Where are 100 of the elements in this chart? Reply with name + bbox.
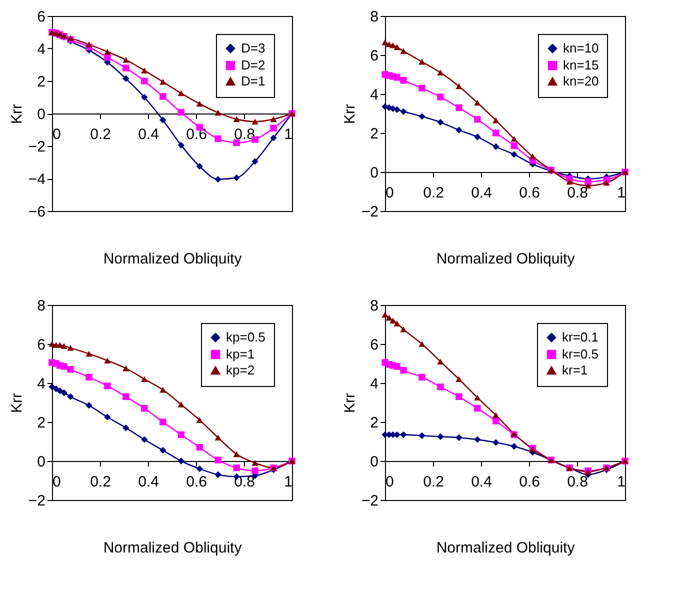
point xyxy=(270,134,277,142)
point xyxy=(394,106,400,113)
x-tick-label: 0.8 xyxy=(234,126,255,143)
point xyxy=(394,363,400,370)
point xyxy=(196,162,203,170)
point xyxy=(122,424,130,432)
y-tick-label: 2 xyxy=(37,74,46,90)
point xyxy=(104,54,111,61)
point xyxy=(196,100,203,107)
point xyxy=(160,418,166,426)
point xyxy=(160,386,166,393)
x-tick-label: 0.6 xyxy=(186,474,207,490)
point xyxy=(492,117,500,124)
point xyxy=(474,100,481,106)
legend-label: D=2 xyxy=(241,58,266,72)
legend-label: D=3 xyxy=(241,40,266,56)
point xyxy=(122,64,130,72)
point xyxy=(566,178,573,185)
x-axis-title: Normalized Obliquity xyxy=(436,540,576,556)
point xyxy=(214,176,222,183)
point xyxy=(510,142,518,150)
x-tick-label: 0.6 xyxy=(519,184,540,202)
point xyxy=(437,118,444,126)
y-tick-label: 6 xyxy=(370,48,378,64)
point xyxy=(390,42,396,48)
point xyxy=(104,48,111,55)
point xyxy=(456,83,462,90)
point xyxy=(122,365,130,372)
point xyxy=(474,116,481,123)
point xyxy=(178,109,184,116)
point xyxy=(60,343,68,349)
point xyxy=(456,434,462,441)
y-axis-title: Krr xyxy=(8,393,26,413)
y-tick-label: −4 xyxy=(28,171,46,188)
legend-label: D=1 xyxy=(241,74,266,88)
y-tick-label: 6 xyxy=(370,336,378,354)
point xyxy=(418,341,426,347)
y-tick-label: 6 xyxy=(37,336,46,354)
point xyxy=(418,58,426,65)
point xyxy=(437,358,444,364)
point xyxy=(196,465,203,472)
point xyxy=(67,393,74,400)
point xyxy=(233,174,240,182)
point xyxy=(196,417,203,423)
point xyxy=(141,78,148,84)
point xyxy=(418,432,426,440)
point xyxy=(529,153,536,160)
legend-label: kp=1 xyxy=(226,346,255,362)
point xyxy=(492,130,500,136)
point xyxy=(437,384,444,390)
y-axis-title: Krr xyxy=(341,104,358,124)
point xyxy=(67,366,74,373)
point xyxy=(67,344,74,351)
y-tick-label: 6 xyxy=(37,8,46,26)
point xyxy=(214,434,222,441)
x-tick-label: 0.2 xyxy=(423,474,444,490)
legend-label: kr=1 xyxy=(562,362,588,378)
legend-label: kn=10 xyxy=(563,40,599,56)
point xyxy=(400,326,407,332)
point xyxy=(386,314,392,321)
y-tick-label: 0 xyxy=(37,106,46,123)
x-axis-title: Normalized Obliquity xyxy=(103,250,242,268)
point xyxy=(160,93,166,100)
y-tick-label: 0 xyxy=(37,454,46,470)
point xyxy=(86,42,92,48)
y-tick-label: 0 xyxy=(370,454,378,470)
point xyxy=(400,76,407,84)
point xyxy=(492,418,500,424)
point xyxy=(474,404,481,412)
y-tick-label: 8 xyxy=(370,298,378,314)
point xyxy=(104,414,111,420)
point xyxy=(160,116,166,124)
point xyxy=(178,431,184,438)
x-tick-label: 1 xyxy=(617,474,626,490)
x-tick-label: 0.2 xyxy=(423,184,444,202)
point xyxy=(178,142,184,149)
y-tick-label: 2 xyxy=(37,414,46,432)
y-tick-label: −2 xyxy=(28,492,46,510)
point xyxy=(86,350,92,357)
point xyxy=(603,180,610,186)
point xyxy=(394,74,400,81)
y-axis-title: Krr xyxy=(341,393,358,413)
point xyxy=(122,75,130,82)
point xyxy=(510,151,518,158)
x-tick-label: 1 xyxy=(284,126,292,143)
x-tick-label: 0.8 xyxy=(567,474,588,490)
y-tick-label: −6 xyxy=(28,204,46,220)
point xyxy=(233,451,240,458)
y-tick-label: 8 xyxy=(37,298,46,314)
point xyxy=(394,44,400,50)
y-axis-title: Krr xyxy=(8,104,26,124)
point xyxy=(400,431,407,438)
x-tick-label: 1 xyxy=(284,474,292,490)
y-tick-label: −2 xyxy=(361,204,378,220)
point xyxy=(104,382,111,390)
x-tick-label: 0.4 xyxy=(471,474,492,490)
y-tick-label: 0 xyxy=(370,164,378,182)
y-tick-label: 2 xyxy=(370,126,378,142)
point xyxy=(510,443,518,450)
point xyxy=(474,394,481,401)
